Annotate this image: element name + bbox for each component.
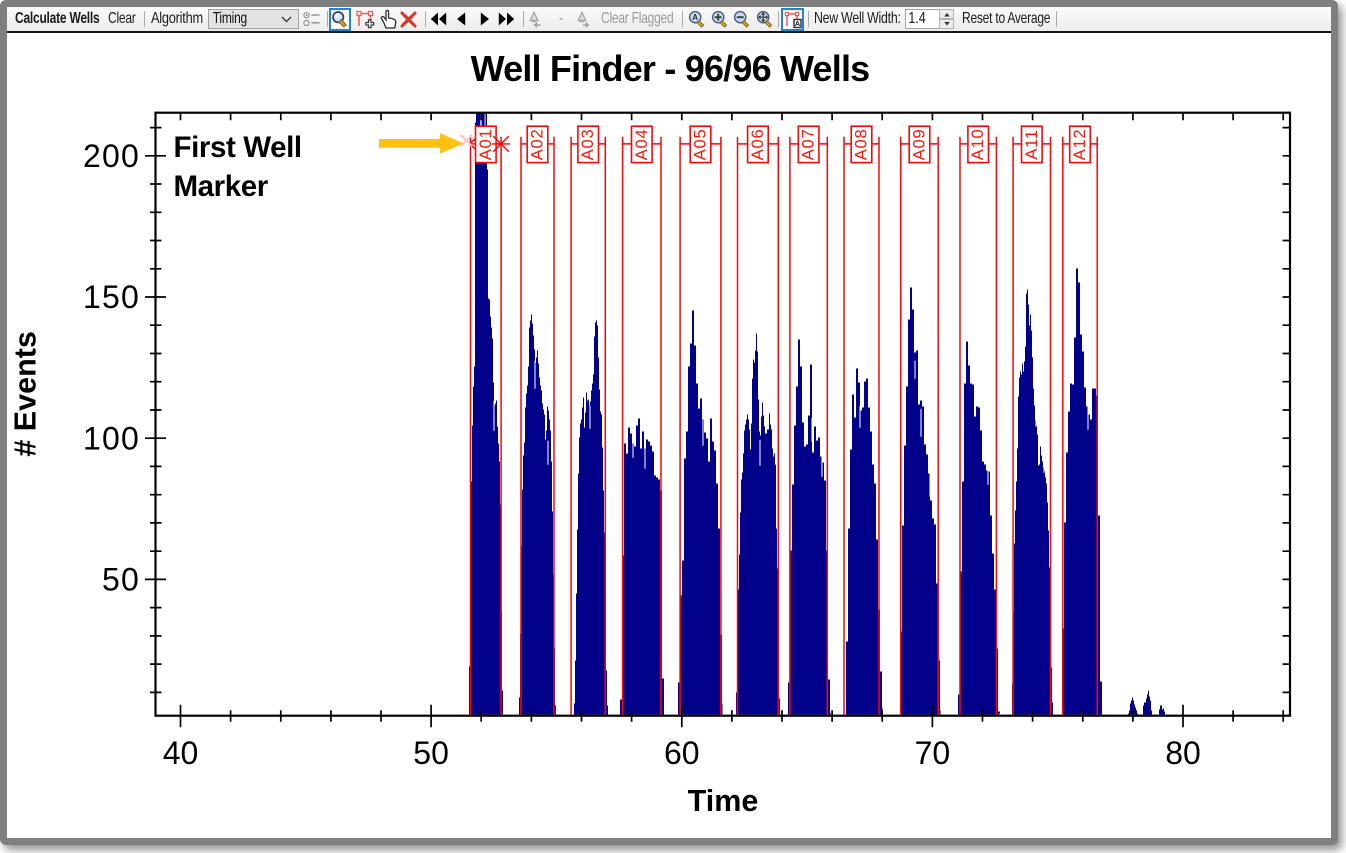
svg-text:A02: A02 — [529, 129, 547, 161]
svg-text:Time: Time — [688, 784, 759, 818]
svg-text:150: 150 — [83, 279, 140, 315]
svg-text:Well Finder - 96/96 Wells: Well Finder - 96/96 Wells — [471, 48, 870, 89]
svg-text:A04: A04 — [633, 129, 651, 161]
svg-text:A01: A01 — [477, 129, 495, 161]
svg-text:A07: A07 — [800, 129, 818, 161]
svg-text:Marker: Marker — [174, 170, 269, 203]
svg-text:# Events: # Events — [9, 331, 43, 456]
svg-text:A12: A12 — [1071, 129, 1089, 161]
svg-text:A08: A08 — [853, 129, 871, 161]
svg-text:A: A — [692, 13, 698, 22]
svg-text:80: 80 — [1165, 735, 1201, 771]
svg-text:A10: A10 — [969, 129, 987, 161]
svg-text:200: 200 — [83, 138, 140, 174]
svg-text:A06: A06 — [749, 129, 767, 161]
svg-text:A09: A09 — [911, 129, 929, 161]
svg-text:A05: A05 — [692, 129, 710, 161]
svg-text:First Well: First Well — [174, 131, 302, 164]
svg-text:60: 60 — [664, 735, 700, 771]
svg-text:100: 100 — [83, 420, 140, 456]
svg-text:40: 40 — [163, 735, 199, 771]
svg-text:50: 50 — [413, 735, 449, 771]
svg-text:50: 50 — [102, 562, 140, 598]
svg-text:70: 70 — [915, 735, 951, 771]
svg-text:A03: A03 — [579, 129, 597, 161]
svg-text:A: A — [795, 19, 801, 28]
svg-text:A11: A11 — [1023, 129, 1041, 160]
